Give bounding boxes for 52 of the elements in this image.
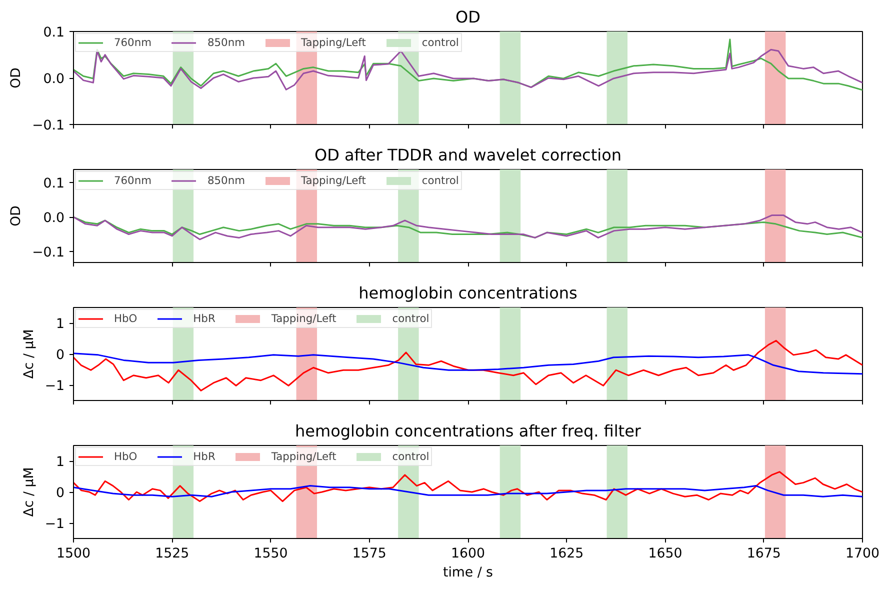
y-tick-label: 0.0 [43,211,65,226]
legend-label: 760nm [114,174,152,187]
legend-label: HbO [114,312,138,325]
chart-title: OD [456,8,480,26]
y-tick-label: 0.1 [43,26,65,40]
line-series [74,352,862,375]
y-tick-label: −1 [44,517,65,532]
y-tick-label: −0.1 [32,245,65,260]
x-tick-label: 1675 [746,546,781,562]
legend-label: 850nm [207,174,245,187]
band-label: Tapping/Left [300,36,366,49]
legend-label: HbR [193,312,216,325]
x-tick-label: 1700 [846,546,880,562]
chart-title: hemoglobin concentrations [358,284,578,302]
legend-label: HbO [114,450,138,463]
band-label: control [392,450,430,463]
y-tick-label: 1 [56,455,65,470]
band-label: control [422,36,459,49]
y-tick-label: 0.1 [43,176,65,192]
y-tick-label: 0.0 [43,72,65,87]
band-label: control [392,312,430,325]
y-axis-title: Δc / μM [22,467,37,517]
line-series [74,48,862,90]
x-tick-label: 1625 [550,546,584,562]
y-axis-title: Δc / μM [22,329,37,379]
legend-label: 760nm [114,36,152,49]
x-tick-label: 1575 [352,546,386,562]
line-series [74,485,862,498]
band-label: Tapping/Left [271,312,336,325]
chart-title: hemoglobin concentrations after freq. filter [295,422,642,440]
line-series [74,38,862,91]
band-label: control [422,174,459,187]
y-tick-label: 0 [56,348,65,363]
y-tick-label: −0.1 [32,118,65,134]
y-tick-label: 1 [56,317,65,332]
chart-title: OD after TDDR and wavelet correction [314,146,622,164]
y-axis-title: OD [9,206,24,226]
legend-label: HbR [193,450,216,463]
line-series [74,471,862,502]
x-tick-label: 1550 [254,546,288,562]
x-tick-label: 1525 [155,546,190,562]
y-axis-title: OD [9,68,24,88]
x-tick-label: 1600 [451,546,485,562]
x-tick-label: 1650 [648,546,682,562]
band-label: Tapping/Left [300,174,366,187]
y-tick-label: 0 [56,486,65,501]
y-tick-label: −1 [44,379,65,394]
x-axis-title: time / s [442,566,494,580]
line-series [74,340,862,392]
band-label: Tapping/Left [271,450,336,463]
legend-label: 850nm [207,36,245,49]
x-tick-label: 1500 [56,546,90,562]
